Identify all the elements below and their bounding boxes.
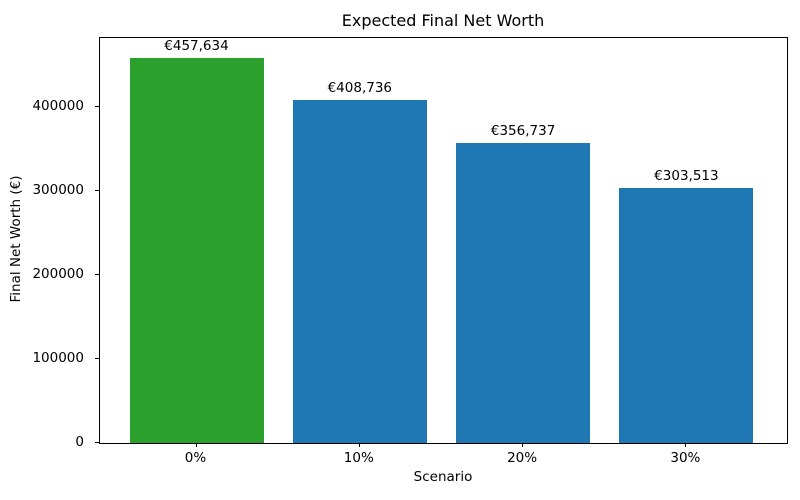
bar (292, 99, 427, 443)
bar (129, 58, 264, 443)
y-tick-label: 400000 (32, 97, 84, 114)
y-tick-label: 0 (75, 434, 84, 450)
x-tick-mark (358, 443, 360, 447)
bar-value-label: €303,513 (654, 167, 719, 184)
bar-value-label: €356,737 (490, 123, 556, 140)
bar (456, 143, 591, 443)
y-tick-label: 200000 (32, 265, 84, 282)
y-axis-label: Final Net Worth (€) (8, 175, 24, 303)
y-tick-mark (95, 442, 99, 443)
y-tick-mark (95, 273, 99, 275)
y-tick-label: 100000 (32, 349, 84, 366)
bar-value-label: €408,736 (327, 79, 393, 96)
y-tick-mark (95, 357, 99, 359)
x-tick-mark (522, 443, 524, 447)
bar-value-label: €457,634 (164, 38, 229, 55)
plot-area: €457,634 €408,736 €356,737 €303,513 (99, 37, 788, 444)
x-tick-label: 0% (184, 450, 207, 466)
x-tick-label: 10% (343, 450, 374, 466)
x-tick-label: 30% (670, 450, 701, 466)
x-tick-label: 20% (507, 450, 538, 466)
y-tick-mark (95, 189, 99, 191)
y-tick-label: 300000 (32, 181, 84, 198)
x-axis-label: Scenario (413, 469, 473, 485)
x-tick-mark (685, 443, 687, 447)
x-tick-mark (195, 443, 197, 447)
y-tick-mark (95, 105, 99, 107)
bar (619, 187, 754, 443)
chart-title: Expected Final Net Worth (341, 11, 545, 30)
